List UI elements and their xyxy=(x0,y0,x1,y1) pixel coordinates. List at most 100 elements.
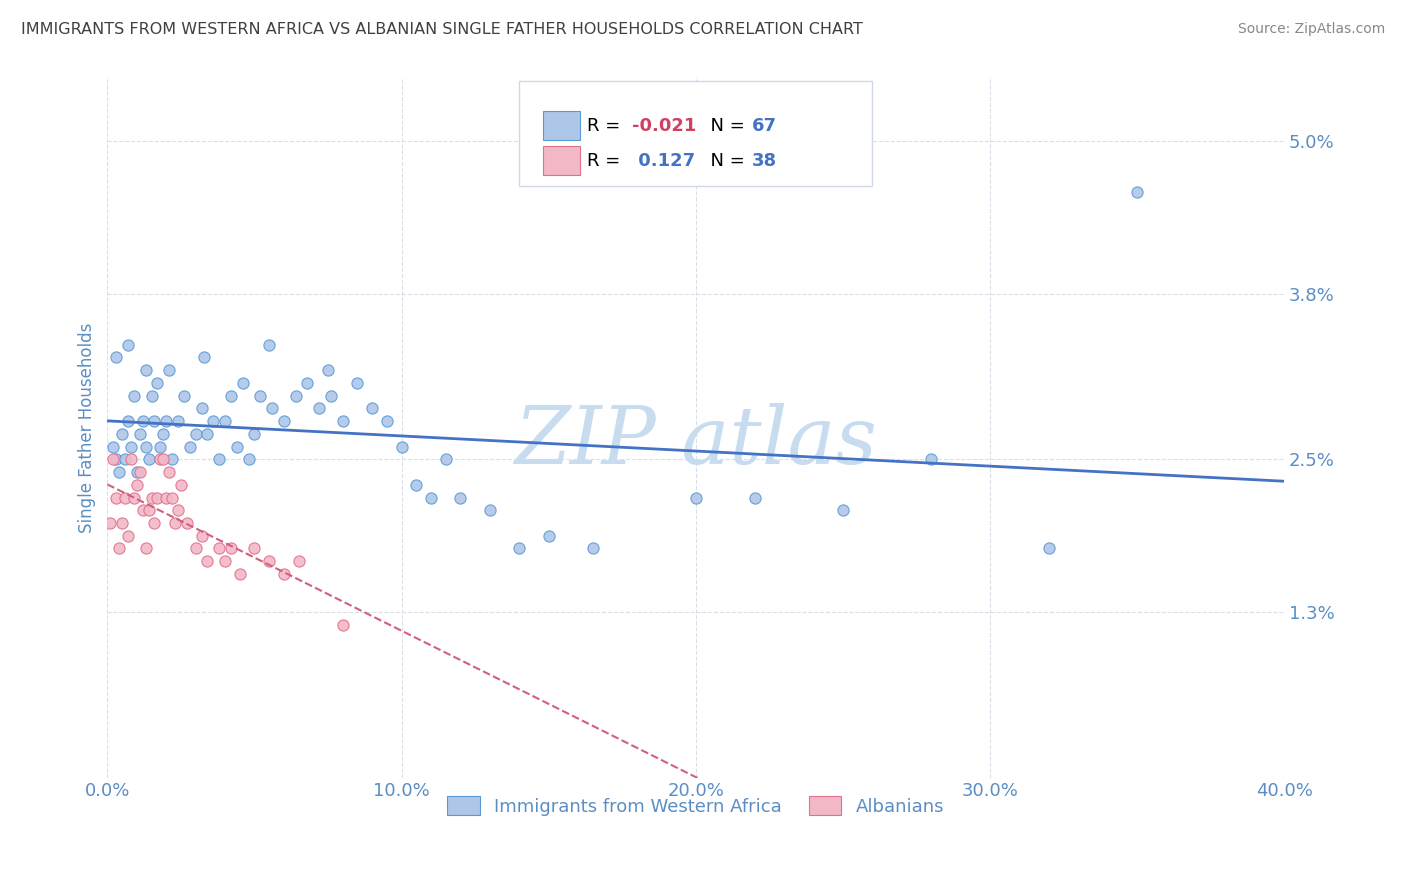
Point xyxy=(160,491,183,505)
Point xyxy=(149,440,172,454)
Point xyxy=(167,503,190,517)
Point xyxy=(190,529,212,543)
Point xyxy=(128,426,150,441)
Point xyxy=(346,376,368,390)
Point xyxy=(138,503,160,517)
Point xyxy=(197,426,219,441)
Point xyxy=(117,338,139,352)
Point xyxy=(537,529,560,543)
Point xyxy=(375,414,398,428)
Point xyxy=(167,414,190,428)
Point xyxy=(105,351,128,365)
Point xyxy=(190,401,212,416)
FancyBboxPatch shape xyxy=(543,146,581,176)
Point xyxy=(135,363,157,377)
Point xyxy=(184,426,207,441)
Point xyxy=(135,440,157,454)
Point xyxy=(582,541,605,556)
Point xyxy=(157,465,180,479)
Text: -0.021: -0.021 xyxy=(633,117,696,135)
Text: R =: R = xyxy=(588,117,627,135)
Point xyxy=(219,541,242,556)
Point xyxy=(478,503,501,517)
Point xyxy=(149,452,172,467)
Point xyxy=(117,529,139,543)
Point xyxy=(108,465,131,479)
Point xyxy=(146,376,169,390)
Point xyxy=(125,477,148,491)
Point xyxy=(214,554,236,568)
Point xyxy=(685,491,707,505)
Point xyxy=(143,414,166,428)
Point xyxy=(170,477,193,491)
Point xyxy=(232,376,254,390)
Point xyxy=(361,401,384,416)
Point xyxy=(138,452,160,467)
Point xyxy=(103,452,125,467)
Point xyxy=(262,401,284,416)
Point xyxy=(225,440,247,454)
Point xyxy=(141,491,163,505)
Point xyxy=(114,491,136,505)
Point xyxy=(243,426,266,441)
Point xyxy=(405,477,427,491)
Point xyxy=(238,452,260,467)
Point xyxy=(179,440,201,454)
Point xyxy=(197,554,219,568)
Point xyxy=(114,452,136,467)
Point xyxy=(163,516,186,530)
Point xyxy=(135,541,157,556)
Point xyxy=(273,566,295,581)
Point xyxy=(141,389,163,403)
Text: R =: R = xyxy=(588,152,627,169)
Point xyxy=(208,541,231,556)
Point xyxy=(131,503,153,517)
Point xyxy=(744,491,766,505)
Y-axis label: Single Father Households: Single Father Households xyxy=(79,322,96,533)
Point xyxy=(257,554,280,568)
Point xyxy=(160,452,183,467)
Text: ZIP atlas: ZIP atlas xyxy=(515,403,877,480)
Point xyxy=(831,503,853,517)
Point xyxy=(193,351,215,365)
Legend: Immigrants from Western Africa, Albanians: Immigrants from Western Africa, Albanian… xyxy=(439,787,953,824)
Point xyxy=(1038,541,1060,556)
Point xyxy=(219,389,242,403)
Point xyxy=(105,452,128,467)
Point xyxy=(202,414,225,428)
Point xyxy=(508,541,530,556)
Point xyxy=(105,491,128,505)
Point xyxy=(98,516,121,530)
Point xyxy=(449,491,471,505)
Point xyxy=(434,452,457,467)
Point xyxy=(243,541,266,556)
Point xyxy=(184,541,207,556)
Point xyxy=(108,541,131,556)
Point xyxy=(229,566,252,581)
Point xyxy=(316,363,339,377)
Point xyxy=(332,617,354,632)
Point xyxy=(152,452,174,467)
Point xyxy=(308,401,330,416)
Point xyxy=(120,452,142,467)
Point xyxy=(332,414,354,428)
Point xyxy=(284,389,307,403)
Point xyxy=(125,465,148,479)
FancyBboxPatch shape xyxy=(519,81,872,186)
Text: IMMIGRANTS FROM WESTERN AFRICA VS ALBANIAN SINGLE FATHER HOUSEHOLDS CORRELATION : IMMIGRANTS FROM WESTERN AFRICA VS ALBANI… xyxy=(21,22,863,37)
Point xyxy=(131,414,153,428)
Text: N =: N = xyxy=(699,117,751,135)
Point xyxy=(111,516,134,530)
Point xyxy=(128,465,150,479)
Text: N =: N = xyxy=(699,152,751,169)
Point xyxy=(122,389,145,403)
Point xyxy=(155,414,177,428)
Point xyxy=(143,516,166,530)
Point xyxy=(120,440,142,454)
Point xyxy=(173,389,195,403)
Point xyxy=(214,414,236,428)
Point xyxy=(117,414,139,428)
Point xyxy=(157,363,180,377)
Text: Source: ZipAtlas.com: Source: ZipAtlas.com xyxy=(1237,22,1385,37)
Point xyxy=(249,389,271,403)
